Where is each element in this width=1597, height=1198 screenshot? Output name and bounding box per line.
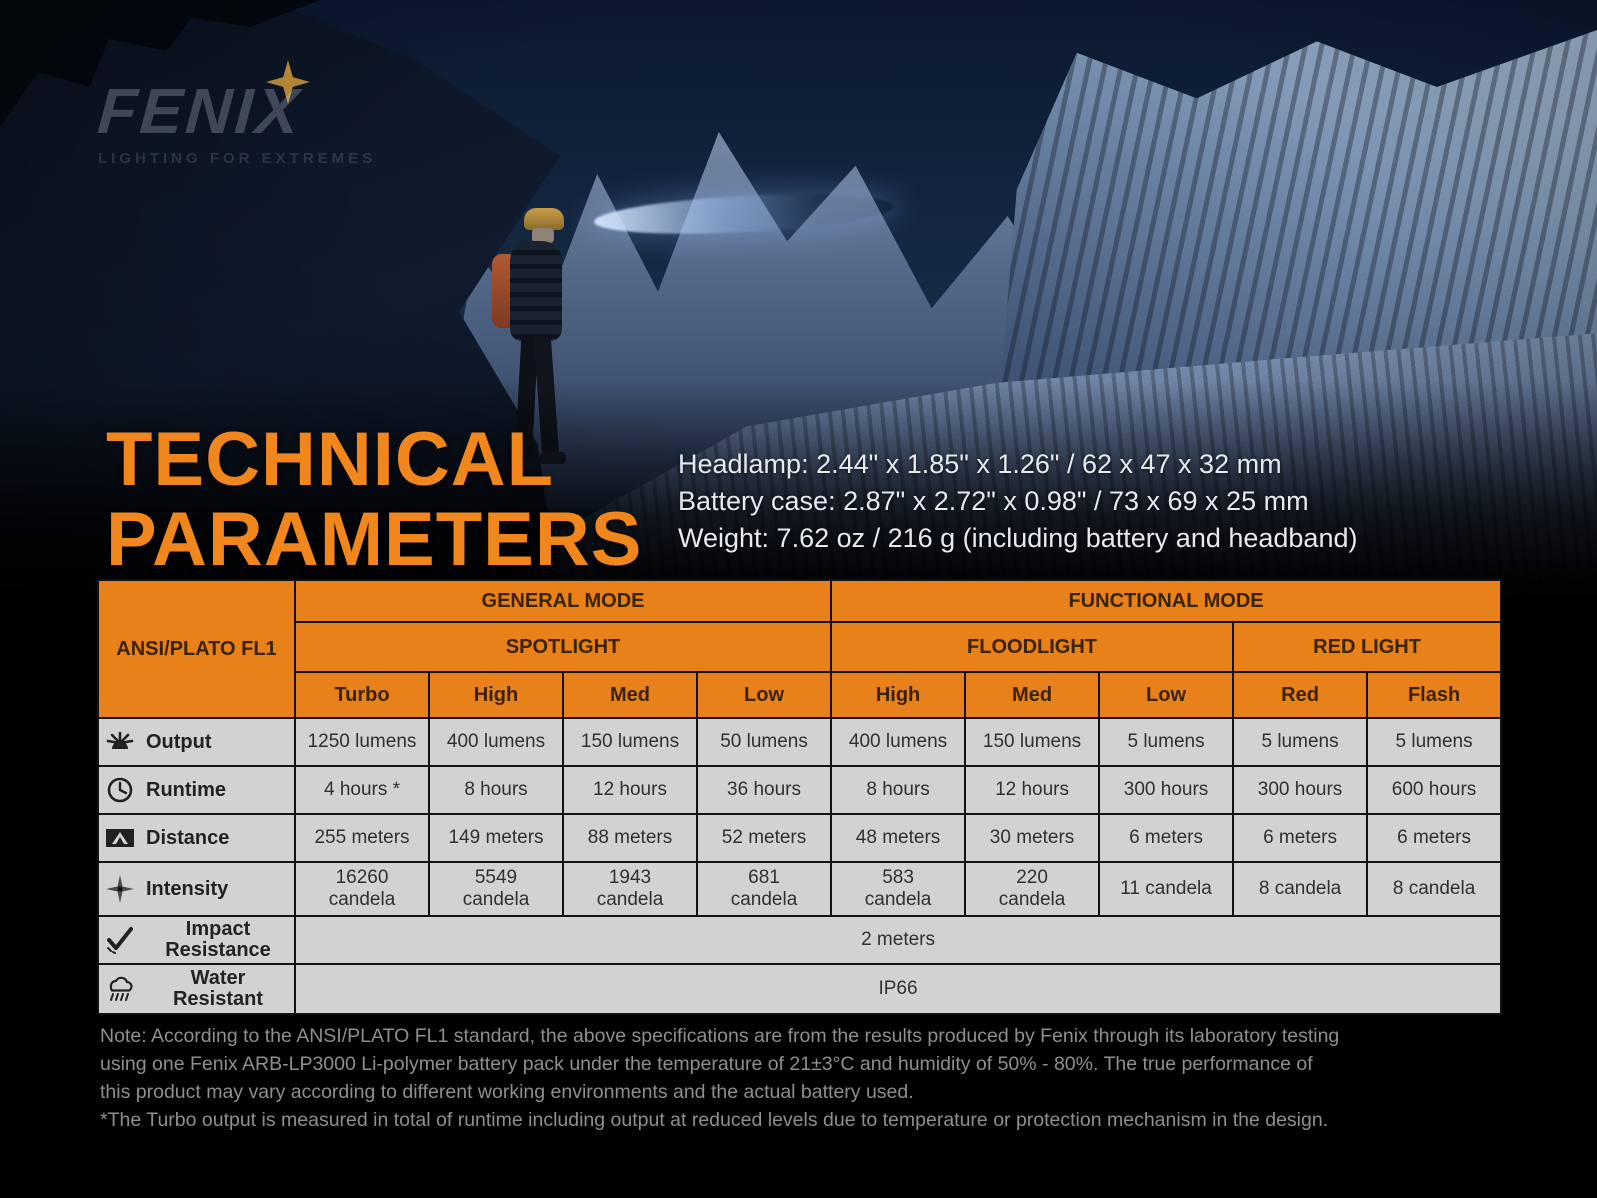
level-header: Med — [564, 673, 696, 717]
row-label-intensity: Intensity — [99, 863, 294, 915]
value-cell: 6 meters — [1234, 815, 1367, 861]
row-label-text: Distance — [146, 826, 230, 849]
value-cell: 5 lumens — [1100, 719, 1233, 765]
value-cell: 8 candela — [1234, 863, 1367, 915]
value-cell: 400 lumens — [430, 719, 562, 765]
row-label-impact-resistance: Impact Resistance — [99, 917, 294, 963]
value-cell: 4 hours * — [296, 767, 428, 813]
value-cell: 5 lumens — [1234, 719, 1367, 765]
note-line: Note: According to the ANSI/PLATO FL1 st… — [100, 1025, 1340, 1047]
page-title-line2: PARAMETERS — [106, 497, 643, 582]
span-value-cell: 2 meters — [296, 917, 1501, 963]
value-cell: 1250 lumens — [296, 719, 428, 765]
light-group-header: FLOODLIGHT — [832, 623, 1233, 671]
ansi-fl1-table: ANSI/PLATO FL1 GENERAL MODE FUNCTIONAL MOD… — [96, 578, 1504, 1016]
value-cell: 30 meters — [966, 815, 1099, 861]
level-header: Low — [1100, 673, 1233, 717]
level-header: Med — [966, 673, 1099, 717]
row-label-text: Runtime — [146, 778, 226, 801]
value-cell: 600 hours — [1368, 767, 1501, 813]
beam-distance-icon — [103, 828, 137, 848]
row-label-text: Intensity — [146, 877, 229, 900]
spec-table-wrap: ANSI/PLATO FL1 GENERAL MODE FUNCTIONAL MOD… — [96, 578, 1504, 1016]
intensity-crosshair-icon — [103, 875, 137, 903]
impact-check-icon — [103, 926, 137, 954]
light-group-header: RED LIGHT — [1234, 623, 1501, 671]
row-label-text: Impact Resistance — [165, 918, 271, 961]
value-cell: 255 meters — [296, 815, 428, 861]
value-cell: 300 hours — [1100, 767, 1233, 813]
note-line: *The Turbo output is measured in total o… — [100, 1109, 1329, 1131]
value-cell: 5549 candela — [430, 863, 562, 915]
value-cell: 150 lumens — [564, 719, 696, 765]
value-cell: 48 meters — [832, 815, 965, 861]
value-cell: 12 hours — [564, 767, 696, 813]
sun-rays-icon — [103, 729, 137, 755]
level-header: High — [430, 673, 562, 717]
torso — [510, 241, 562, 341]
level-header: Turbo — [296, 673, 428, 717]
value-cell: 681 candela — [698, 863, 831, 915]
mode-group-header: FUNCTIONAL MODE — [832, 581, 1501, 621]
corner-label: ANSI/PLATO FL1 — [99, 581, 294, 717]
logo-tagline: LIGHTING FOR EXTREMES — [98, 150, 377, 167]
footnotes: Note: According to the ANSI/PLATO FL1 st… — [100, 1022, 1505, 1134]
hiker-silhouette — [488, 208, 598, 498]
row-label-water-resistant: Water Resistant — [99, 965, 294, 1013]
value-cell: 6 meters — [1100, 815, 1233, 861]
value-cell: 400 lumens — [832, 719, 965, 765]
spec-weight: Weight: 7.62 oz / 216 g (including batte… — [678, 523, 1358, 553]
row-label-distance: Distance — [99, 815, 294, 861]
value-cell: 12 hours — [966, 767, 1099, 813]
span-value-cell: IP66 — [296, 965, 1501, 1013]
clock-icon — [103, 776, 137, 804]
value-cell: 52 meters — [698, 815, 831, 861]
value-cell: 583 candela — [832, 863, 965, 915]
rain-cloud-icon — [103, 975, 137, 1003]
page-title: TECHNICAL PARAMETERS — [106, 420, 642, 580]
helmet — [524, 208, 564, 230]
logo-text: FENIX — [95, 75, 304, 147]
level-header: Red — [1234, 673, 1367, 717]
value-cell: 300 hours — [1234, 767, 1367, 813]
page-title-line1: TECHNICAL — [106, 417, 555, 502]
level-header: Flash — [1368, 673, 1501, 717]
value-cell: 8 candela — [1368, 863, 1501, 915]
value-cell: 6 meters — [1368, 815, 1501, 861]
value-cell: 88 meters — [564, 815, 696, 861]
fenix-logo: FENIX LIGHTING FOR EXTREMES — [95, 60, 377, 167]
level-header: High — [832, 673, 965, 717]
value-cell: 150 lumens — [966, 719, 1099, 765]
value-cell: 36 hours — [698, 767, 831, 813]
dimension-specs: Headlamp: 2.44" x 1.85" x 1.26" / 62 x 4… — [678, 446, 1357, 557]
note-line: this product may vary according to diffe… — [100, 1081, 914, 1103]
spec-headlamp: Headlamp: 2.44" x 1.85" x 1.26" / 62 x 4… — [678, 449, 1282, 479]
value-cell: 16260 candela — [296, 863, 428, 915]
light-group-header: SPOTLIGHT — [296, 623, 831, 671]
row-label-text: Water Resistant — [172, 967, 264, 1010]
value-cell: 149 meters — [430, 815, 562, 861]
value-cell: 50 lumens — [698, 719, 831, 765]
value-cell: 220 candela — [966, 863, 1099, 915]
level-header: Low — [698, 673, 831, 717]
bottom-fade — [0, 380, 1597, 600]
value-cell: 8 hours — [430, 767, 562, 813]
hero-photo: FENIX LIGHTING FOR EXTREMES — [0, 0, 1597, 600]
value-cell: 11 candela — [1100, 863, 1233, 915]
row-label-output: Output — [99, 719, 294, 765]
value-cell: 1943 candela — [564, 863, 696, 915]
mode-group-header: GENERAL MODE — [296, 581, 831, 621]
face — [532, 228, 554, 243]
note-line: using one Fenix ARB-LP3000 Li-polymer ba… — [100, 1053, 1313, 1075]
spec-battery-case: Battery case: 2.87" x 2.72" x 0.98" / 73… — [678, 486, 1309, 516]
row-label-runtime: Runtime — [99, 767, 294, 813]
value-cell: 8 hours — [832, 767, 965, 813]
row-label-text: Output — [146, 730, 212, 753]
value-cell: 5 lumens — [1368, 719, 1501, 765]
